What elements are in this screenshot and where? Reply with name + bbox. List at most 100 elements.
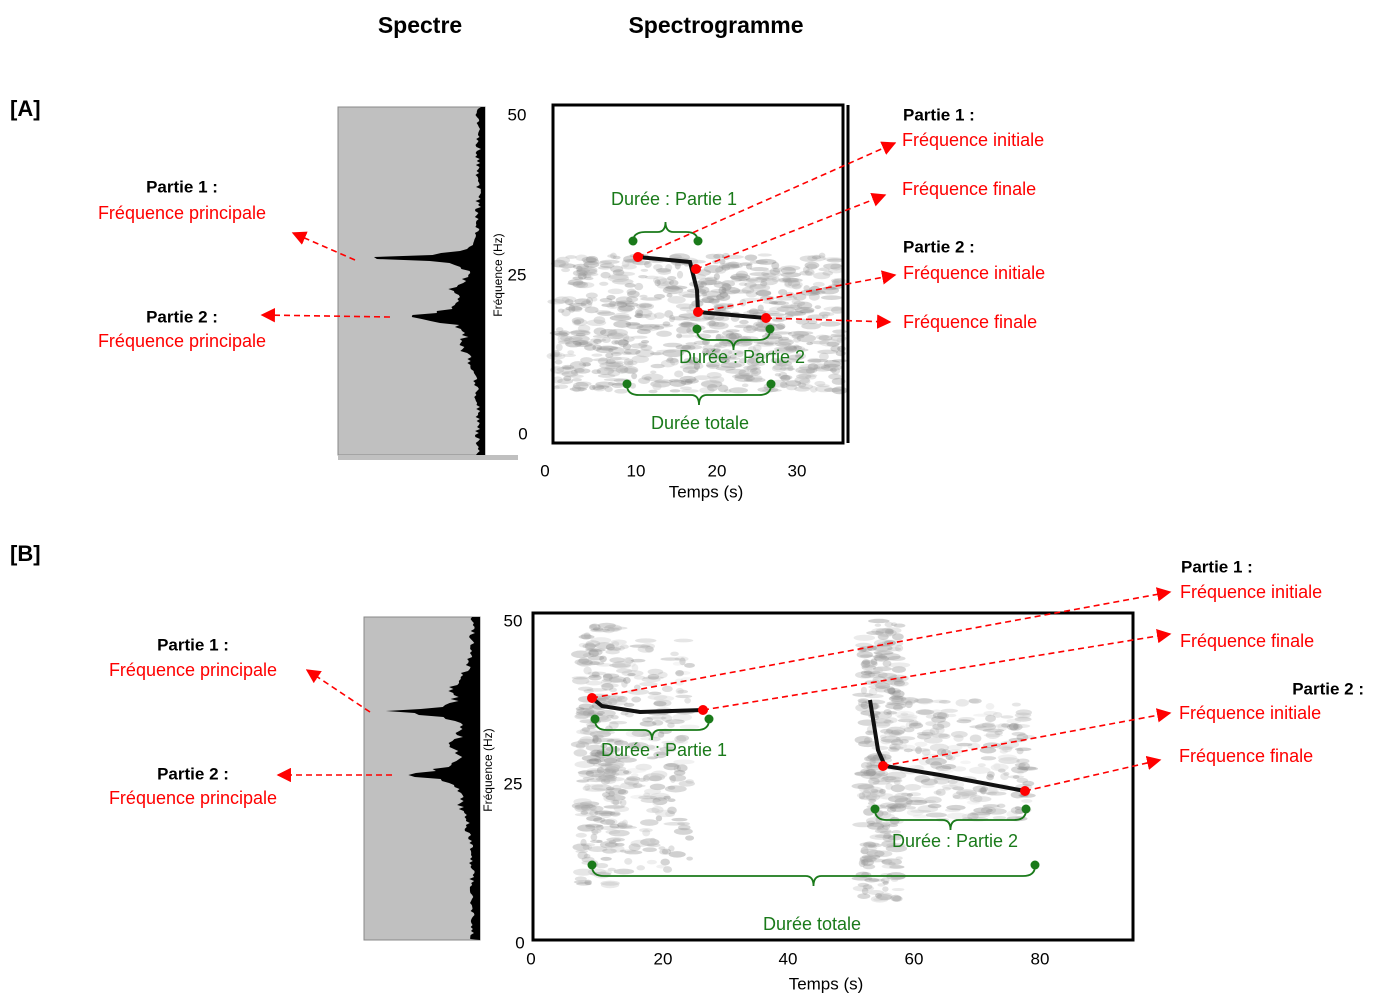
spectrogram-noise (756, 341, 779, 345)
spectrogram-noise (606, 647, 622, 651)
spectrogram-noise (829, 367, 837, 373)
spectrogram-noise (568, 305, 576, 313)
annotation-arrow (637, 141, 897, 258)
spectrogram-noise (605, 794, 626, 801)
spectrogram-noise (865, 858, 886, 863)
spectrogram-noise (734, 324, 755, 329)
header-spectrum: Spectre (378, 12, 462, 38)
spectrogram-noise (874, 721, 891, 728)
spectrogram-noise (640, 643, 656, 650)
duration-label: Durée totale (763, 914, 861, 934)
spectrogram-noise (633, 675, 646, 680)
spectrogram-noise (721, 263, 740, 269)
spectrogram-noise (705, 253, 721, 260)
x-tick-label: 30 (788, 461, 807, 480)
spectrogram-noise (597, 357, 609, 365)
spectrogram-noise (556, 327, 564, 333)
spectrogram-noise (599, 361, 621, 370)
spectrogram-noise (881, 858, 902, 866)
spectrogram-noise (670, 651, 679, 657)
spectrogram-noise (555, 371, 570, 375)
spectrogram-noise (641, 373, 664, 382)
spectrogram-noise (865, 754, 882, 762)
spectrogram-noise (774, 339, 792, 343)
spectrogram-noise (680, 346, 688, 354)
spectrogram-noise (872, 644, 893, 652)
spectrogram-noise (798, 383, 814, 390)
spectrogram-noise (876, 892, 893, 901)
spectrogram-noise (921, 729, 936, 737)
spectrogram-noise (622, 333, 630, 342)
spectrogram-noise (614, 842, 625, 847)
spectrogram-noise (708, 321, 729, 330)
spectrogram-noise (638, 303, 653, 308)
spectrogram-noise (609, 842, 621, 848)
spectrogram-noise (639, 828, 653, 833)
spectrogram-noise (887, 747, 900, 752)
spectrogram-noise (721, 280, 736, 288)
spectrogram-noise (721, 334, 732, 339)
spectrogram-noise (654, 312, 665, 319)
spectrogram-noise (605, 786, 615, 791)
spectrogram-noise (855, 642, 873, 648)
spectrogram-noise (1000, 715, 1014, 719)
spectrogram-noise (648, 389, 658, 394)
spectrogram-noise (738, 369, 750, 377)
spectrogram-noise (590, 338, 607, 342)
duration-label: Durée : Partie 2 (892, 831, 1018, 851)
spectrogram-noise (862, 864, 876, 870)
spectrogram-noise (578, 362, 591, 367)
spectrogram-noise (574, 368, 591, 374)
x-tick-label: 0 (540, 461, 549, 480)
spectrogram-noise (771, 364, 787, 373)
spectrogram-noise (777, 360, 788, 366)
spectrogram-frame (551, 103, 845, 445)
spectrogram-noise (881, 811, 889, 816)
spectrogram-noise (652, 326, 665, 330)
spectrogram-noise (575, 742, 586, 749)
spectrogram-noise (940, 708, 958, 713)
spectrogram-noise (895, 856, 903, 860)
spectrogram-noise (612, 645, 625, 652)
spectrogram-noise (888, 662, 911, 668)
annotation-arrow (697, 270, 897, 313)
spectrogram-noise (574, 804, 596, 809)
spectrogram-noise (772, 364, 783, 371)
spectrogram-noise (823, 359, 841, 368)
spectrogram-noise (642, 676, 664, 680)
spectrogram-noise (756, 289, 772, 297)
spectrogram-noise (821, 295, 843, 300)
annotation-part: Partie 2 : (1292, 679, 1364, 698)
spectrogram-noise (815, 385, 833, 393)
spectrogram-noise (570, 329, 591, 337)
spectrogram-noise (888, 687, 896, 695)
spectrogram-noise (606, 332, 624, 340)
spectrogram-noise (625, 322, 641, 326)
spectrogram-noise (993, 724, 1006, 728)
spectrogram-noise (858, 859, 866, 867)
spectrogram-noise (668, 314, 676, 323)
spectrogram-noise (621, 679, 628, 688)
spectrogram-noise (557, 308, 565, 313)
spectrogram-noise (590, 637, 612, 644)
spectrogram-noise (667, 785, 676, 790)
spectrogram-noise (649, 783, 666, 791)
spectrogram-noise (889, 746, 904, 750)
spectrogram-noise (878, 793, 894, 800)
spectrogram-noise (746, 365, 758, 372)
spectrogram-noise (1010, 724, 1031, 729)
spectrogram-noise (557, 340, 574, 345)
spectrogram-noise (679, 724, 700, 729)
spectrogram-noise (761, 269, 782, 278)
spectrogram-noise (654, 379, 673, 384)
annotation-text: Fréquence principale (98, 331, 266, 351)
spectrogram-noise (771, 276, 780, 283)
spectrogram-noise (638, 341, 648, 347)
spectrogram-noise (597, 373, 616, 378)
spectrogram-noise (574, 713, 589, 720)
spectrogram-noise (580, 804, 591, 811)
spectrogram-noise (875, 894, 892, 901)
spectrogram-noise (956, 789, 978, 796)
spectrogram-noise (600, 856, 612, 861)
spectrogram-noise (577, 272, 587, 280)
